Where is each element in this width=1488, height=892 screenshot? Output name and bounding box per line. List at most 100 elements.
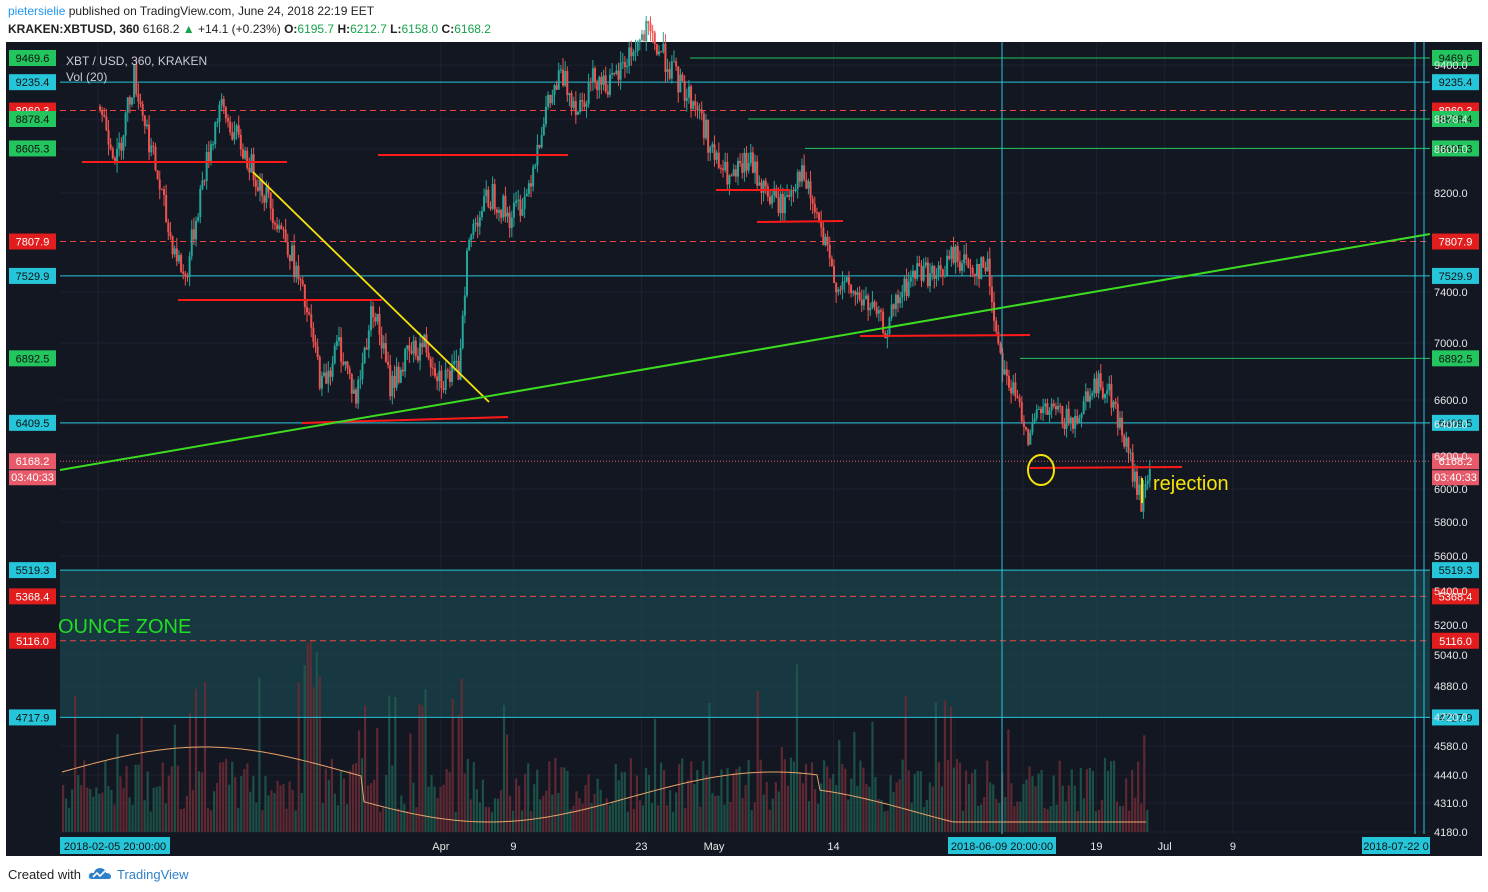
candle-body	[941, 269, 944, 277]
volume-bar	[515, 778, 518, 832]
date-tag-text: 2018-06-09 20:00:00	[951, 841, 1053, 853]
volume-bar	[197, 771, 201, 832]
candle-body	[282, 229, 285, 231]
candle-body	[722, 168, 725, 171]
volume-bar	[1146, 810, 1149, 832]
candle-body	[135, 64, 138, 94]
candle-body	[854, 291, 857, 295]
level-price-tag	[9, 562, 56, 579]
volume-bar	[913, 773, 916, 832]
candle-body	[340, 337, 343, 362]
candle-body	[137, 93, 140, 102]
candle-body	[820, 221, 823, 228]
volume-bar	[345, 804, 349, 832]
candle-body	[1103, 393, 1106, 399]
volume-bar	[937, 762, 940, 832]
candle-body	[122, 135, 125, 151]
candle-body	[845, 277, 848, 282]
candle-body	[355, 389, 358, 404]
candle-body	[623, 62, 626, 68]
volume-bar	[599, 789, 602, 832]
candle-body	[933, 265, 936, 279]
volume-bar	[1010, 783, 1013, 832]
candle-body	[209, 144, 212, 161]
candle-body	[312, 327, 315, 342]
candle-body	[775, 188, 778, 198]
date-tag-text: 2018-02-05 20:00:00	[64, 841, 166, 853]
level-price-text: 8878.4	[16, 114, 50, 126]
candle-body	[395, 366, 398, 388]
volume-bar	[164, 803, 167, 832]
tradingview-brand[interactable]: TradingView	[117, 867, 189, 882]
level-price-tag	[9, 709, 56, 726]
volume-bar	[708, 702, 711, 832]
candle-body	[1082, 401, 1085, 414]
candle-body	[259, 180, 262, 191]
volume-bar	[871, 721, 874, 832]
volume-bar	[542, 795, 545, 832]
candle-body	[1061, 406, 1064, 425]
volume-bar	[744, 785, 747, 832]
candle-body	[617, 70, 620, 80]
candle-body	[188, 256, 191, 277]
volume-bar	[774, 782, 777, 832]
volume-bar	[699, 806, 702, 832]
candle-body	[389, 365, 392, 397]
candle-body	[570, 93, 573, 108]
volume-bar	[376, 727, 379, 832]
volume-bar	[632, 808, 635, 832]
candle-body	[602, 75, 605, 85]
volume-bar	[282, 783, 285, 832]
volume-bar	[530, 811, 533, 832]
candle-body	[922, 265, 925, 281]
volume-bar	[934, 702, 937, 832]
candle-body	[1022, 421, 1025, 427]
candle-body	[391, 375, 394, 397]
level-price-text: 7529.9	[16, 271, 50, 283]
open-key: O:	[284, 22, 298, 36]
volume-bar	[578, 798, 581, 832]
volume-bar	[563, 767, 566, 832]
high-key: H:	[337, 22, 351, 36]
candle-body	[1016, 396, 1019, 398]
candle-body	[916, 263, 919, 279]
candle-body	[984, 267, 987, 272]
volume-bar	[71, 789, 74, 832]
volume-bar	[1061, 785, 1064, 832]
level-price-text: 9235.4	[16, 77, 50, 89]
candle-body	[993, 302, 996, 321]
volume-bar	[80, 785, 83, 832]
volume-bar	[1115, 801, 1119, 832]
volume-bar	[702, 760, 705, 832]
candle-body	[380, 334, 383, 349]
candle-body	[344, 361, 347, 365]
open-value: 6195.7	[297, 22, 335, 36]
volume-bar	[605, 798, 608, 832]
volume-bar	[191, 789, 195, 832]
candle-body	[453, 361, 456, 365]
volume-bar	[980, 804, 983, 832]
candle-body	[920, 265, 923, 281]
level-price-text: 7529.9	[1439, 271, 1473, 283]
candle-body	[980, 257, 983, 279]
time-axis[interactable]	[6, 834, 1482, 856]
candle-body	[762, 180, 765, 193]
y-tick-label: 8200.0	[1434, 188, 1468, 200]
volume-bar	[216, 782, 219, 832]
candle-body	[694, 101, 697, 106]
volume-bar	[521, 810, 524, 832]
candle-body	[369, 306, 372, 331]
candle-body	[126, 97, 129, 113]
volume-bar	[1106, 770, 1110, 832]
candle-body	[442, 388, 445, 390]
candle-body	[882, 311, 885, 334]
price-chart[interactable]: 9469.69469.69235.49235.48960.38960.38878…	[0, 0, 1488, 856]
volume-bar	[496, 798, 500, 832]
candle-body	[555, 85, 558, 90]
candle-body	[830, 258, 833, 266]
volume-bar	[820, 783, 823, 832]
volume-bar	[264, 775, 267, 832]
author-link[interactable]: pietersielie	[8, 4, 66, 18]
volume-bar	[149, 811, 152, 832]
price-axis[interactable]	[1430, 42, 1482, 834]
